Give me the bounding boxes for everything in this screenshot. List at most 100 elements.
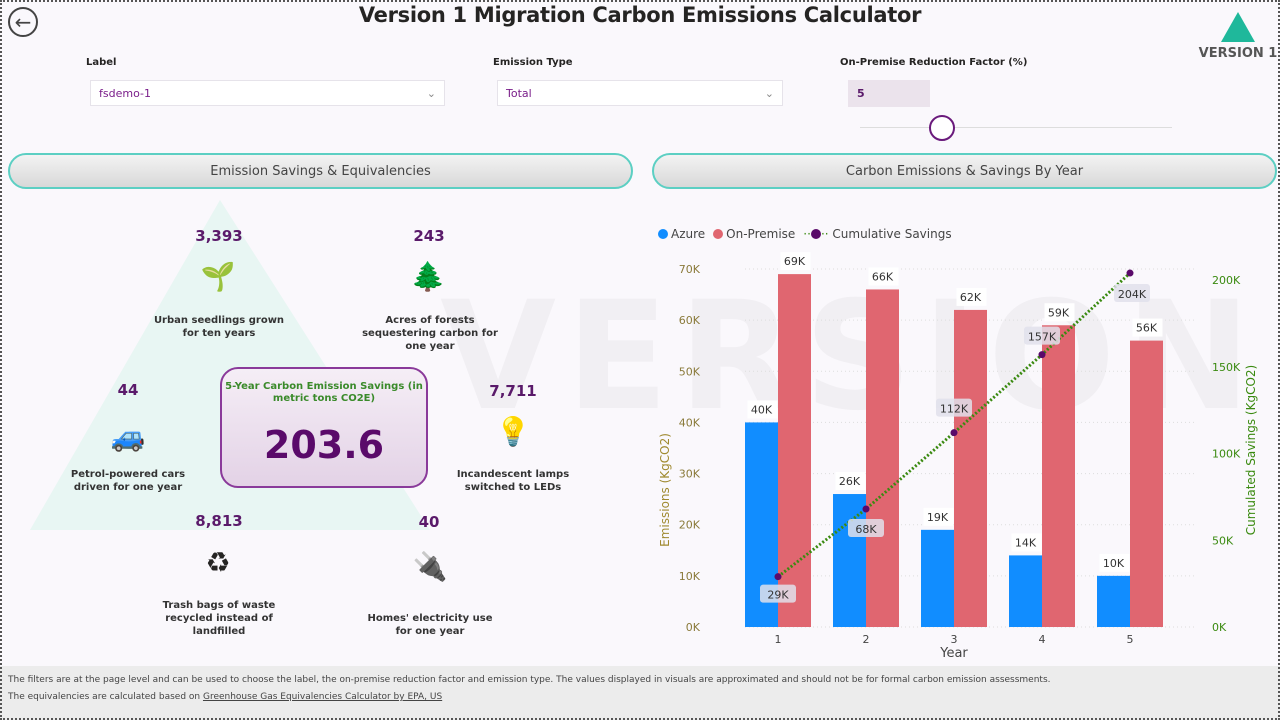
data-label-azure: 40K: [751, 403, 773, 416]
data-label-cumulative: 29K: [767, 589, 789, 602]
data-label-bg: [1044, 303, 1075, 322]
x-tick-label: 3: [951, 633, 958, 646]
seedlings-value: 3,393: [195, 227, 243, 245]
data-label-cumulative: 112K: [940, 403, 969, 416]
bar-on-premise: [1042, 325, 1075, 627]
footer-line-1: The filters are at the page level and ca…: [8, 675, 1051, 685]
y2-tick-label: 50K: [1212, 534, 1234, 547]
reduction-factor-input[interactable]: 5: [848, 80, 930, 107]
seedlings-label: Urban seedlings grown for ten years: [153, 315, 285, 339]
reduction-slider-track[interactable]: [860, 127, 1172, 128]
cumulative-savings-point: [774, 573, 782, 581]
emissions-chart: 0K 10K 20K 30K 40K 50K 60K 70K 0K 50K 100K 150K 200K…: [658, 252, 1258, 661]
back-arrow-icon[interactable]: ←: [8, 7, 38, 37]
data-label-bg: [747, 400, 778, 419]
homes-value: 40: [418, 513, 440, 531]
chevron-down-icon: ⌄: [426, 87, 436, 100]
cumulative-savings-line: [777, 271, 1132, 578]
reduction-factor-caption: On-Premise Reduction Factor (%): [840, 57, 1028, 68]
forest-value: 243: [413, 227, 445, 245]
data-label-bg: [1011, 533, 1042, 552]
section-header-equivalencies: Emission Savings & Equivalencies: [8, 153, 633, 189]
cumulative-savings-point: [862, 505, 870, 513]
y-tick-label: 60K: [679, 314, 701, 327]
forest-label: Acres of forests sequestering carbon for…: [362, 315, 498, 352]
x-tick-label: 2: [863, 633, 870, 646]
y-tick-label: 70K: [679, 263, 701, 276]
data-label-bg: [1099, 553, 1130, 572]
data-label-bg: [868, 267, 899, 286]
label-dropdown-value: fsdemo-1: [99, 87, 151, 100]
data-label-on-premise: 69K: [784, 255, 806, 268]
data-label-azure: 26K: [839, 475, 861, 488]
data-label-cumulative: 68K: [855, 523, 877, 536]
data-label-on-premise: 59K: [1048, 306, 1070, 319]
legend-azure[interactable]: Azure: [658, 227, 705, 241]
data-label-azure: 10K: [1103, 557, 1125, 570]
legend-cumulative-savings[interactable]: ·· ·· Cumulative Savings: [803, 227, 952, 241]
cumulative-savings-point: [1038, 351, 1046, 359]
x-tick-label: 5: [1127, 633, 1134, 646]
bar-on-premise: [954, 309, 987, 627]
forest-icon: 🌲: [410, 260, 446, 293]
y-tick-label: 0K: [686, 621, 701, 634]
bar-on-premise: [866, 289, 899, 627]
trash-bags-value: 8,813: [195, 512, 243, 530]
cumulative-savings-point: [1126, 269, 1134, 277]
y2-tick-label: 0K: [1212, 621, 1227, 634]
cars-value: 44: [117, 381, 139, 399]
x-tick-label: 4: [1039, 633, 1046, 646]
plug-icon: 🔌: [412, 550, 448, 583]
bar-azure: [1009, 555, 1042, 627]
y-axis-title: Emissions (KgCO2): [658, 433, 672, 547]
y-tick-label: 30K: [679, 468, 701, 481]
savings-card: 5-Year Carbon Emission Savings (in metri…: [220, 367, 428, 488]
y2-tick-label: 200K: [1212, 274, 1241, 287]
data-label-bg: [936, 398, 972, 417]
data-label-on-premise: 56K: [1136, 322, 1158, 335]
seedling-icon: 🌱: [200, 260, 236, 293]
emission-type-dropdown[interactable]: Total ⌄: [497, 80, 783, 106]
y2-tick-label: 100K: [1212, 448, 1241, 461]
data-label-on-premise: 66K: [872, 270, 894, 283]
lamps-label: Incandescent lamps switched to LEDs: [456, 469, 570, 493]
bar-azure: [1097, 575, 1130, 627]
data-label-azure: 14K: [1015, 536, 1037, 549]
chart-legend: Azure On-Premise ·· ·· Cumulative Savings: [658, 227, 952, 241]
x-axis-title: Year: [939, 646, 968, 661]
lamps-value: 7,711: [489, 382, 537, 400]
bar-on-premise: [778, 274, 811, 627]
bar-azure: [833, 494, 866, 627]
y-tick-label: 50K: [679, 365, 701, 378]
cars-label: Petrol-powered cars driven for one year: [70, 469, 186, 493]
data-label-bg: [1024, 326, 1060, 345]
x-tick-label: 1: [775, 633, 782, 646]
page-title: Version 1 Migration Carbon Emissions Cal…: [358, 3, 922, 27]
data-label-cumulative: 204K: [1118, 288, 1147, 301]
data-label-bg: [956, 287, 987, 306]
data-label-on-premise: 62K: [960, 291, 982, 304]
data-label-bg: [1132, 318, 1163, 337]
data-label-bg: [848, 519, 884, 538]
version1-logo: VERSION 1: [1198, 12, 1278, 61]
data-label-bg: [780, 252, 811, 271]
y-tick-label: 10K: [679, 570, 701, 583]
y-tick-label: 40K: [679, 416, 701, 429]
bar-on-premise: [1130, 340, 1163, 627]
trash-bags-label: Trash bags of waste recycled instead of …: [162, 600, 276, 637]
data-label-bg: [1114, 284, 1150, 303]
chevron-down-icon: ⌄: [764, 87, 774, 100]
emission-type-value: Total: [506, 87, 532, 100]
y-tick-label: 20K: [679, 519, 701, 532]
data-label-cumulative: 157K: [1028, 331, 1057, 344]
y2-axis-title: Cumulated Savings (KgCO2): [1244, 365, 1258, 536]
epa-calculator-link[interactable]: Greenhouse Gas Equivalencies Calculator …: [202, 692, 443, 702]
footer-line-2: The equivalencies are calculated based o…: [8, 692, 443, 702]
legend-on-premise[interactable]: On-Premise: [713, 227, 795, 241]
reduction-slider-thumb[interactable]: [929, 115, 955, 141]
cumulative-savings-point: [950, 429, 958, 437]
savings-value: 203.6: [263, 423, 385, 467]
data-label-azure: 19K: [927, 511, 949, 524]
recycle-bin-icon: ♻: [205, 546, 231, 579]
label-dropdown[interactable]: fsdemo-1 ⌄: [90, 80, 445, 106]
